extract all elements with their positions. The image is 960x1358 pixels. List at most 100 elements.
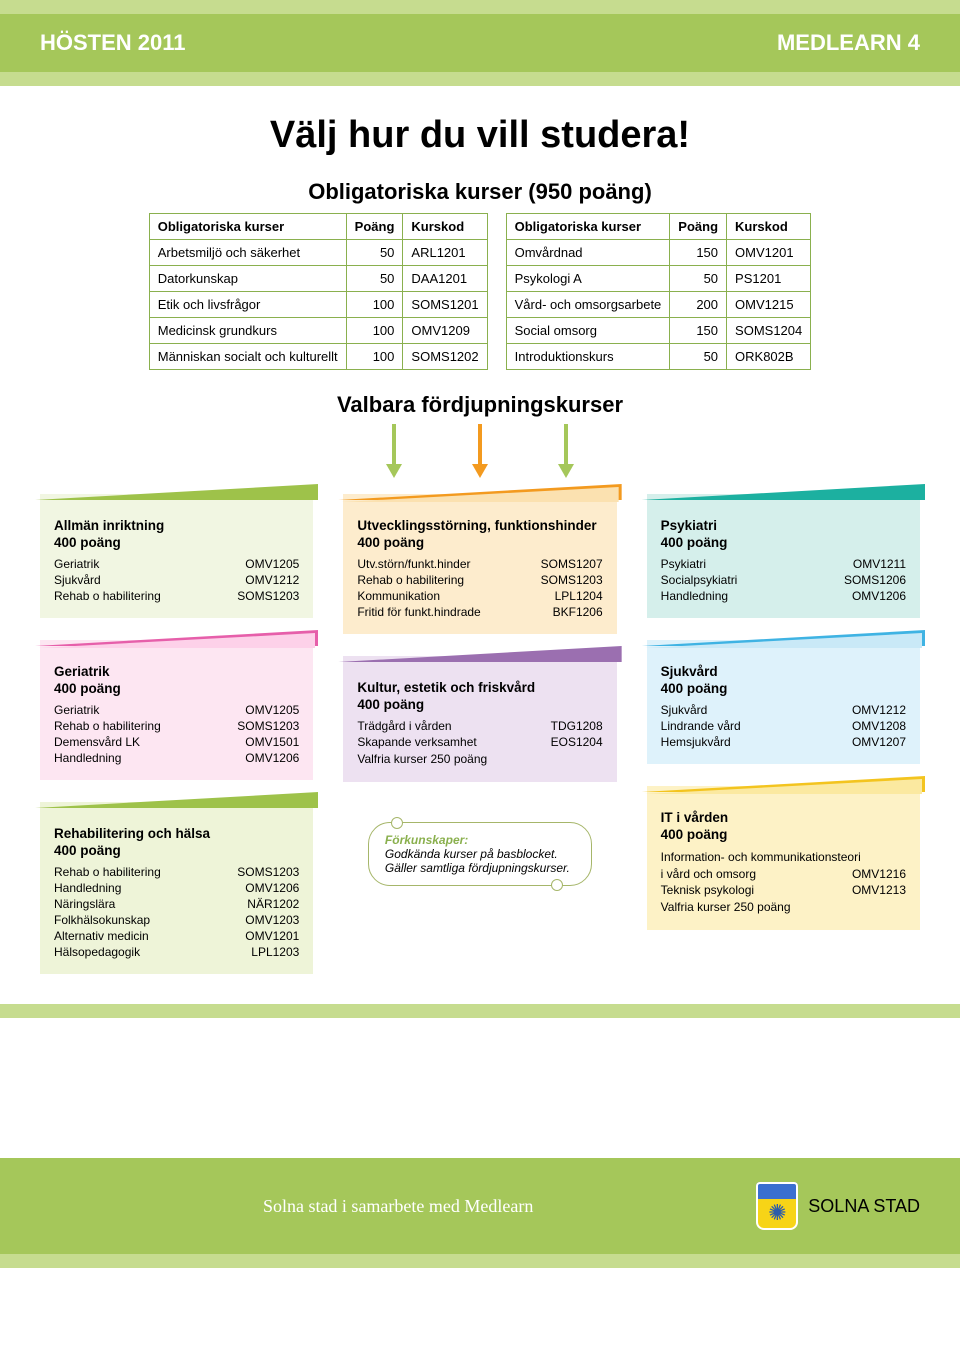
card-row: i vård och omsorgOMV1216 — [661, 866, 906, 882]
card-it: IT i vården 400 poäng Information- och kom… — [647, 786, 920, 930]
card-wedge-icon — [38, 630, 315, 646]
card-title: Kultur, estetik och friskvård — [357, 680, 602, 695]
arrows — [0, 418, 960, 494]
card-row: HälsopedagogikLPL1203 — [54, 944, 299, 960]
card-row: Rehab o habiliteringSOMS1203 — [357, 572, 602, 588]
table-row: Datorkunskap50DAA1201 — [149, 266, 487, 292]
prereq-title: Förkunskaper: — [385, 833, 575, 847]
table-row: Människan socialt och kulturellt100SOMS1… — [149, 344, 487, 370]
table-row: Social omsorg150SOMS1204 — [506, 318, 811, 344]
card-psykiatri: Psykiatri 400 poäng PsykiatriOMV1211Social… — [647, 494, 920, 618]
footer-accent-bottom — [0, 1254, 960, 1268]
card-wedge-icon — [341, 484, 618, 500]
card-row: SocialpsykiatriSOMS1206 — [661, 572, 906, 588]
card-row: SjukvårdOMV1212 — [54, 572, 299, 588]
col-left: Allmän inriktning 400 poäng GeriatrikOMV12… — [40, 494, 313, 974]
card-row: Rehab o habiliteringSOMS1203 — [54, 864, 299, 880]
table-row: Introduktionskurs50ORK802B — [506, 344, 811, 370]
cards-grid: Allmän inriktning 400 poäng GeriatrikOMV12… — [0, 494, 960, 1004]
footer-text: Solna stad i samarbete med Medlearn — [40, 1196, 756, 1217]
tables: Obligatoriska kurserPoängKurskodArbetsmi… — [0, 213, 960, 378]
card-utveckling: Utvecklingsstörning, funktionshinder 400 … — [343, 494, 616, 634]
card-points: 400 poäng — [54, 843, 299, 858]
table-left: Obligatoriska kurserPoängKurskodArbetsmi… — [149, 213, 488, 370]
footer-accent — [0, 1004, 960, 1018]
arrow-icon — [386, 424, 402, 480]
th-course: Obligatoriska kurser — [149, 214, 346, 240]
card-intro: Information- och kommunikationsteori — [661, 848, 906, 866]
table-row: Psykologi A50PS1201 — [506, 266, 811, 292]
prereq-box: Förkunskaper:Godkända kurser på bas­bloc… — [368, 822, 592, 886]
card-row: Rehab o habiliteringSOMS1203 — [54, 718, 299, 734]
card-row: HandledningOMV1206 — [54, 880, 299, 896]
table-row: Etik och livsfrågor100SOMS1201 — [149, 292, 487, 318]
card-row: SjukvårdOMV1212 — [661, 702, 906, 718]
card-row: NäringsläraNÄR1202 — [54, 896, 299, 912]
card-row: PsykiatriOMV1211 — [661, 556, 906, 572]
card-row: HandledningOMV1206 — [54, 750, 299, 766]
card-row: Utv.störn/funkt.hinderSOMS1207 — [357, 556, 602, 572]
card-row: Teknisk psykologiOMV1213 — [661, 882, 906, 898]
card-row: Trädgård i vårdenTDG1208 — [357, 718, 602, 734]
card-row: Demensvård LKOMV1501 — [54, 734, 299, 750]
footer-brand: SOLNA STAD — [756, 1182, 920, 1230]
card-row: Fritid för funkt.hindradeBKF1206 — [357, 604, 602, 620]
oblig-title: Obligatoriska kurser (950 poäng) — [0, 175, 960, 213]
table-row: Vård- och omsorgsarbete200OMV1215 — [506, 292, 811, 318]
card-row: Lindrande vårdOMV1208 — [661, 718, 906, 734]
card-row: FolkhälsokunskapOMV1203 — [54, 912, 299, 928]
card-title: Utvecklingsstörning, funktionshinder — [357, 518, 602, 533]
card-points: 400 poäng — [661, 535, 906, 550]
card-row: HemsjukvårdOMV1207 — [661, 734, 906, 750]
card-row: Skapande verksamhetEOS1204 — [357, 734, 602, 750]
table-row: Arbetsmiljö och säkerhet50ARL1201 — [149, 240, 487, 266]
card-points: 400 poäng — [54, 681, 299, 696]
prereq-wrap: Förkunskaper:Godkända kurser på bas­bloc… — [343, 804, 616, 886]
card-title: Geriatrik — [54, 664, 299, 679]
card-note: Valfria kurser 250 poäng — [661, 898, 906, 916]
card-points: 400 poäng — [357, 697, 602, 712]
card-allman: Allmän inriktning400 poängGeriatrikOMV12… — [40, 494, 313, 618]
header-right: MEDLEARN 4 — [777, 30, 920, 56]
card-wedge-icon — [645, 776, 922, 792]
th-code: Kurskod — [403, 214, 487, 240]
table-row: Medicinsk grundkurs100OMV1209 — [149, 318, 487, 344]
arrow-icon — [558, 424, 574, 480]
valbara-title: Valbara fördjupningskurser — [0, 378, 960, 418]
card-row: Alternativ medicinOMV1201 — [54, 928, 299, 944]
card-title: Sjukvård — [661, 664, 906, 679]
card-wedge-icon — [38, 792, 315, 808]
card-points: 400 poäng — [54, 535, 299, 550]
card-sjukvard: Sjukvård 400 poäng SjukvårdOMV1212Lindrand… — [647, 640, 920, 764]
table-row: Omvårdnad150OMV1201 — [506, 240, 811, 266]
th-course: Obligatoriska kurser — [506, 214, 670, 240]
card-wedge-icon — [341, 646, 618, 662]
card-points: 400 poäng — [661, 681, 906, 696]
col-right: Psykiatri 400 poäng PsykiatriOMV1211Social… — [647, 494, 920, 930]
page-title: Välj hur du vill studera! — [0, 86, 960, 175]
table-right: Obligatoriska kurserPoängKurskodOmvårdna… — [506, 213, 812, 370]
card-note: Valfria kurser 250 poäng — [357, 750, 602, 768]
card-wedge-icon — [38, 484, 315, 500]
card-row: HandledningOMV1206 — [661, 588, 906, 604]
card-row: GeriatrikOMV1205 — [54, 702, 299, 718]
card-geriatrik: Geriatrik 400 poäng GeriatrikOMV1205Rehab … — [40, 640, 313, 780]
card-title: Psykiatri — [661, 518, 906, 533]
th-points: Poäng — [670, 214, 727, 240]
col-mid: Utvecklingsstörning, funktionshinder 400 … — [343, 494, 616, 886]
header-accent-bottom — [0, 72, 960, 86]
card-wedge-icon — [645, 630, 922, 646]
card-wedge-icon — [645, 484, 922, 500]
card-row: Rehab o habiliteringSOMS1203 — [54, 588, 299, 604]
card-rehab: Rehabilitering och hälsa400 poängRehab o… — [40, 802, 313, 974]
arrow-icon — [472, 424, 488, 480]
footer: Solna stad i samarbete med Medlearn SOLNA… — [0, 1158, 960, 1254]
header-left: HÖSTEN 2011 — [40, 30, 186, 56]
card-points: 400 poäng — [661, 827, 906, 842]
card-title: Allmän inriktning — [54, 518, 299, 533]
card-points: 400 poäng — [357, 535, 602, 550]
prereq-body: Godkända kurser på bas­blocket. Gäller s… — [385, 847, 575, 875]
brand-label: SOLNA STAD — [808, 1196, 920, 1217]
card-title: IT i vården — [661, 810, 906, 825]
th-code: Kurskod — [727, 214, 811, 240]
